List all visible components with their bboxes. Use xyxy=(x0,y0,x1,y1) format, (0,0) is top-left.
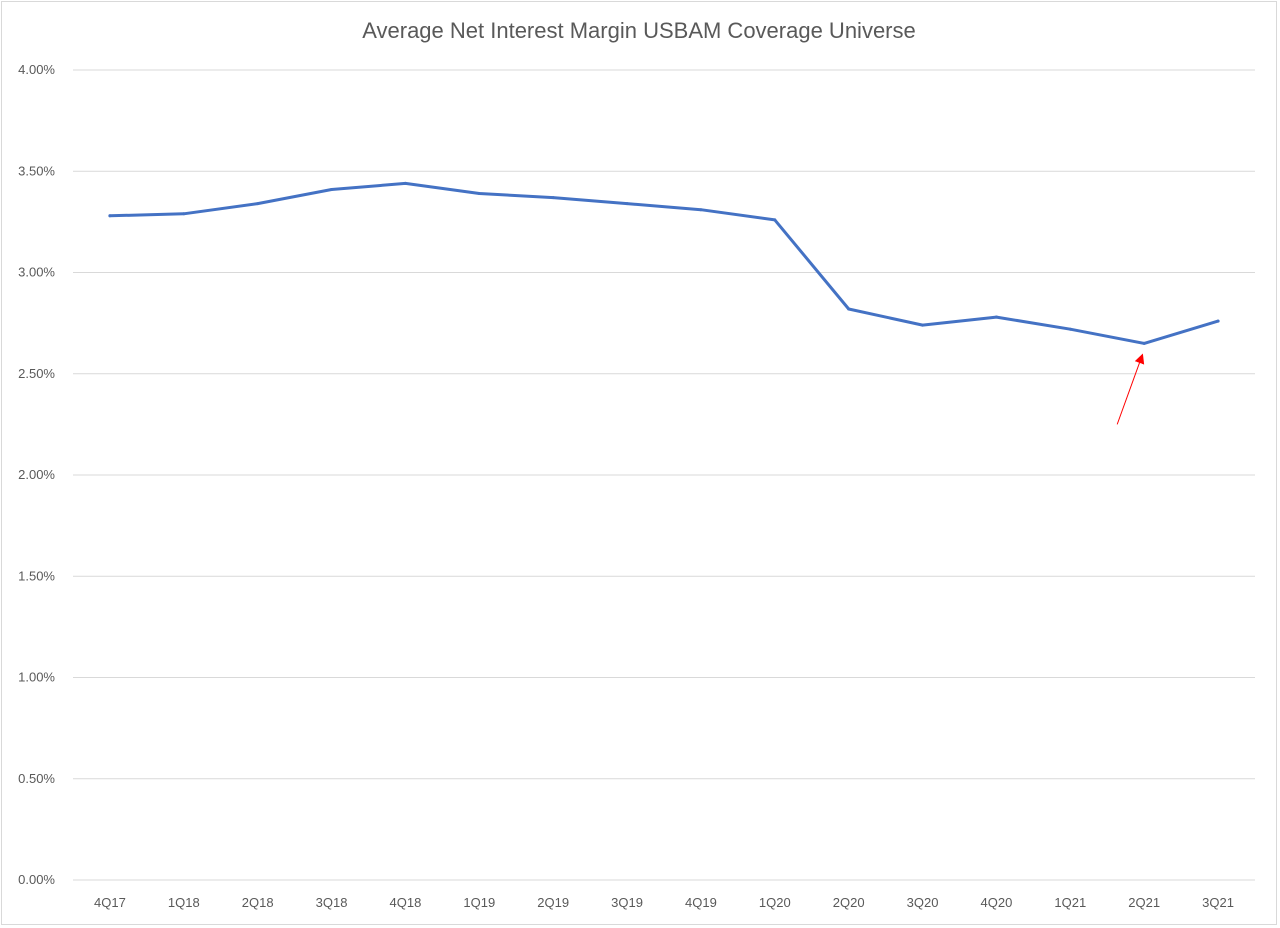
data-point xyxy=(1142,341,1146,345)
x-tick-label: 4Q20 xyxy=(981,895,1013,910)
x-tick-label: 1Q19 xyxy=(463,895,495,910)
y-tick-label: 2.50% xyxy=(18,366,55,381)
x-tick-label: 3Q19 xyxy=(611,895,643,910)
data-point xyxy=(330,187,334,191)
x-tick-label: 3Q18 xyxy=(316,895,348,910)
x-tick-label: 1Q18 xyxy=(168,895,200,910)
data-point xyxy=(403,181,407,185)
annotation-layer xyxy=(1116,353,1145,425)
x-tick-label: 1Q21 xyxy=(1054,895,1086,910)
y-axis-ticks: 0.00% 0.50% 1.00% 1.50% 2.00% 2.50% 3.00% 3.50%… xyxy=(18,62,55,887)
y-tick-label: 3.00% xyxy=(18,265,55,280)
data-point xyxy=(994,315,998,319)
annotation-arrow xyxy=(1116,353,1145,425)
series-line xyxy=(108,181,1220,345)
y-tick-label: 4.00% xyxy=(18,62,55,77)
x-tick-label: 4Q17 xyxy=(94,895,126,910)
x-tick-label: 3Q21 xyxy=(1202,895,1234,910)
data-point xyxy=(182,212,186,216)
x-axis-ticks: 4Q17 1Q18 2Q18 3Q18 4Q18 1Q19 2Q19 3Q19 4Q19 1Q20… xyxy=(94,895,1234,910)
x-tick-label: 3Q20 xyxy=(907,895,939,910)
x-tick-label: 2Q20 xyxy=(833,895,865,910)
chart-title: Average Net Interest Margin USBAM Covera… xyxy=(362,18,916,43)
y-tick-label: 1.00% xyxy=(18,670,55,685)
y-tick-label: 2.00% xyxy=(18,467,55,482)
x-tick-label: 4Q19 xyxy=(685,895,717,910)
data-point xyxy=(256,202,260,206)
series-layer xyxy=(108,181,1220,345)
y-tick-label: 3.50% xyxy=(18,163,55,178)
x-tick-label: 2Q19 xyxy=(537,895,569,910)
data-point xyxy=(773,218,777,222)
y-tick-label: 0.00% xyxy=(18,872,55,887)
data-point xyxy=(921,323,925,327)
data-point xyxy=(1216,319,1220,323)
x-tick-label: 2Q21 xyxy=(1128,895,1160,910)
x-tick-label: 2Q18 xyxy=(242,895,274,910)
data-point xyxy=(625,202,629,206)
y-tick-label: 0.50% xyxy=(18,771,55,786)
x-tick-label: 1Q20 xyxy=(759,895,791,910)
x-tick-label: 4Q18 xyxy=(390,895,422,910)
grid-lines xyxy=(73,69,1255,881)
data-point xyxy=(1068,327,1072,331)
data-point xyxy=(847,307,851,311)
data-point xyxy=(699,208,703,212)
data-point xyxy=(551,196,555,200)
data-point xyxy=(477,192,481,196)
data-point xyxy=(108,214,112,218)
y-tick-label: 1.50% xyxy=(18,568,55,583)
